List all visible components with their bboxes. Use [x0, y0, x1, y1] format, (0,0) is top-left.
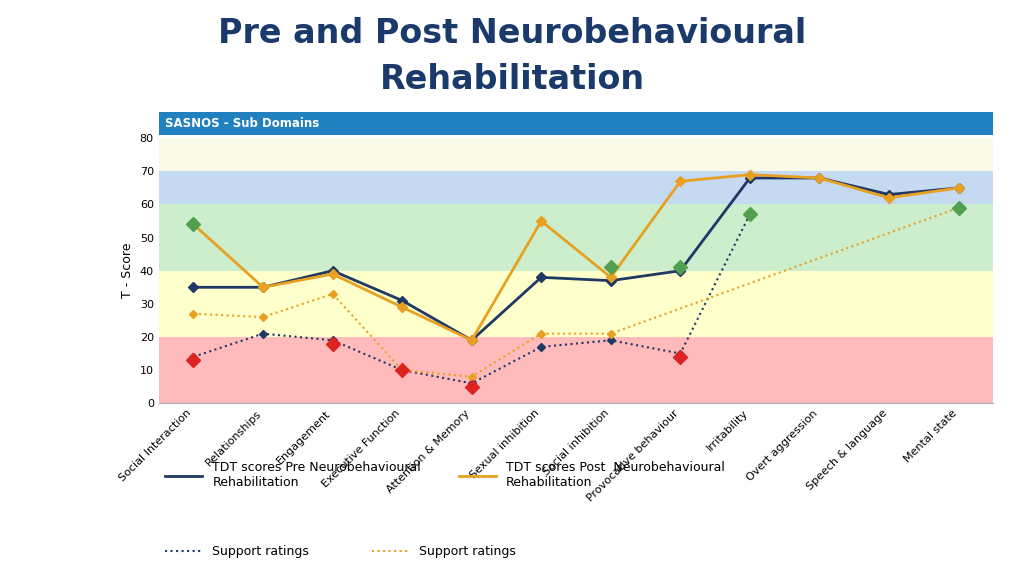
Bar [159, 337, 993, 403]
Text: Pre and Post Neurobehavioural: Pre and Post Neurobehavioural [218, 17, 806, 50]
Text: Rehabilitation: Rehabilitation [380, 63, 644, 96]
Y-axis label: T - Score: T - Score [121, 243, 134, 298]
Bar [159, 172, 993, 204]
Bar [159, 138, 993, 172]
Text: SASNOS - Sub Domains: SASNOS - Sub Domains [165, 118, 318, 130]
Bar [159, 204, 993, 271]
Legend: TDT scores Pre Neurobehavioural
Rehabilitation, TDT scores Post  Neurobehavioura: TDT scores Pre Neurobehavioural Rehabili… [165, 461, 725, 489]
Bar [159, 271, 993, 337]
Legend: Support ratings, Support ratings: Support ratings, Support ratings [165, 545, 516, 558]
